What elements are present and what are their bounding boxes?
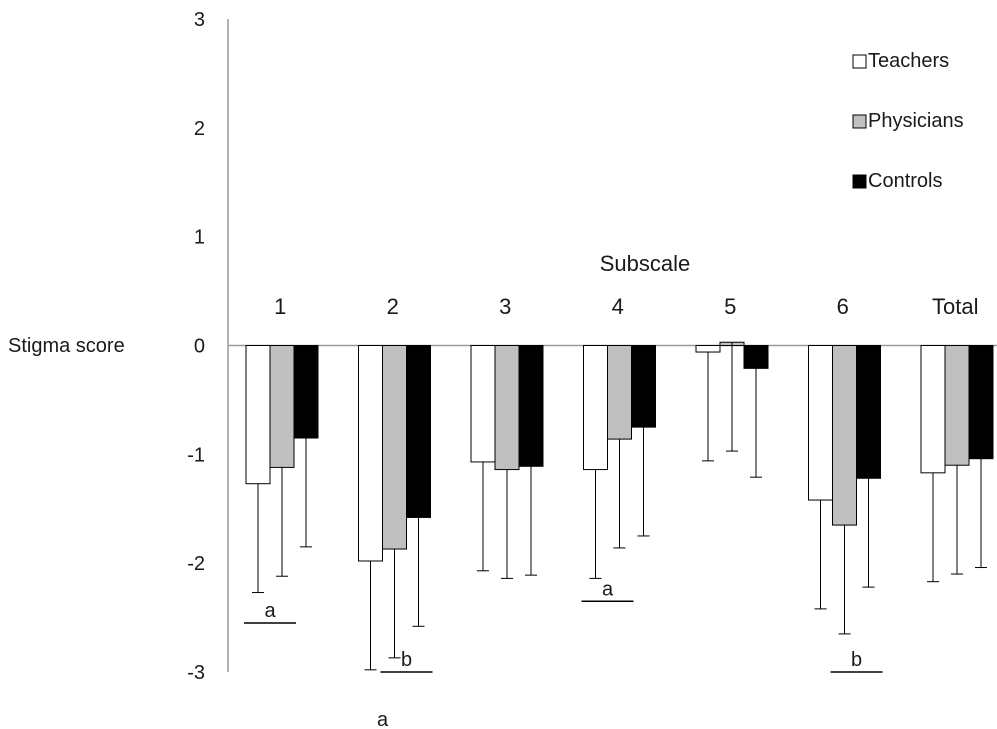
bar	[358, 345, 383, 562]
category-label: 6	[837, 294, 849, 319]
bar	[944, 345, 970, 466]
bar	[245, 345, 271, 485]
bars	[245, 341, 994, 562]
y-tick-label: -2	[187, 553, 205, 575]
category-label: 4	[612, 294, 624, 319]
bar	[470, 345, 496, 463]
y-tick-label: 2	[194, 118, 205, 140]
legend: Teachers Physicians Controls	[852, 50, 964, 192]
legend-label: Teachers	[868, 50, 949, 72]
category-label: 5	[724, 294, 736, 319]
significance-label: a	[602, 578, 614, 600]
y-tick-label: -3	[187, 662, 205, 684]
x-axis-title: Subscale	[600, 251, 691, 276]
y-tick-label: 3	[194, 9, 205, 31]
bar	[494, 345, 520, 471]
bar	[695, 345, 721, 353]
significance-label: b	[851, 649, 862, 671]
bar	[518, 345, 544, 467]
x-axis-title-group: Subscale	[600, 251, 691, 276]
y-tick-label: 1	[194, 227, 205, 249]
significance-label: b	[401, 649, 412, 671]
significance-label: a	[377, 709, 389, 729]
significance-annotations: a b a a b	[244, 578, 883, 729]
bar	[607, 345, 632, 440]
significance-label: a	[264, 600, 276, 622]
y-tick-label: -1	[187, 444, 205, 466]
bar	[583, 345, 608, 471]
bar	[382, 345, 407, 550]
category-label: 2	[387, 294, 399, 319]
bar	[269, 345, 295, 468]
legend-label: Physicians	[868, 110, 964, 132]
y-tick-label: 0	[194, 336, 205, 358]
y-axis-title-group: Stigma score	[8, 335, 125, 357]
error-bars	[252, 342, 987, 671]
bar	[920, 345, 946, 474]
bar	[808, 345, 833, 501]
bar	[743, 345, 769, 369]
legend-swatch	[852, 114, 867, 129]
legend-label: Controls	[868, 170, 942, 192]
category-label: 1	[274, 294, 286, 319]
legend-swatch	[852, 174, 867, 189]
category-labels: 1 2 3 4 5 6 Total	[274, 294, 978, 319]
y-axis-title: Stigma score	[8, 335, 125, 357]
bar	[832, 345, 857, 526]
category-label: Total	[932, 294, 978, 319]
bar	[631, 345, 656, 428]
bar	[968, 345, 994, 460]
category-label: 3	[499, 294, 511, 319]
legend-swatch	[852, 54, 867, 69]
bar	[406, 345, 431, 518]
bar	[293, 345, 319, 439]
bar	[856, 345, 881, 479]
